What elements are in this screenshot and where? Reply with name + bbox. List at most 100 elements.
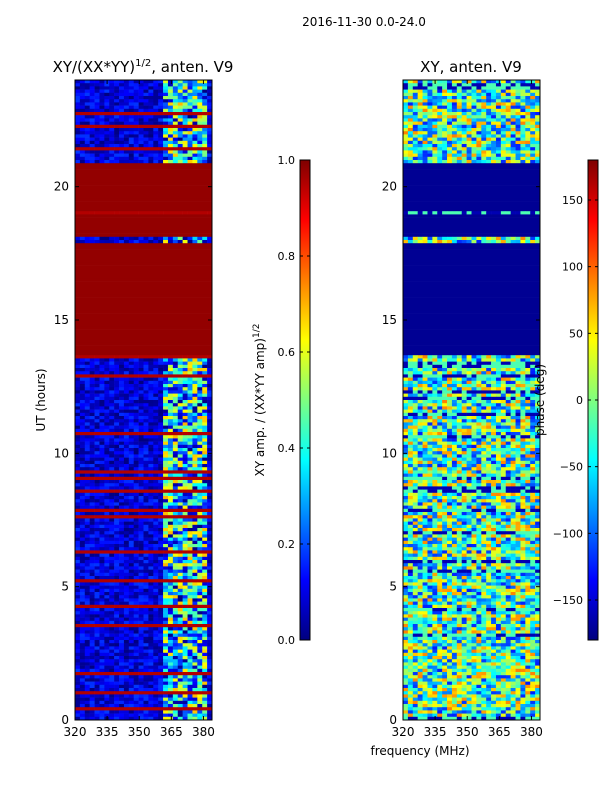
heatmap-cell bbox=[192, 614, 198, 618]
heatmap-cell bbox=[128, 633, 135, 638]
heatmap-cell bbox=[187, 454, 193, 458]
heatmap-cell bbox=[476, 128, 482, 132]
heatmap-cell bbox=[84, 569, 90, 574]
heatmap-cell bbox=[75, 147, 81, 151]
heatmap-cell bbox=[447, 102, 453, 106]
heatmap-cell bbox=[202, 512, 208, 516]
heatmap-cell bbox=[148, 563, 154, 567]
heatmap-cell bbox=[84, 387, 90, 391]
heatmap-cell bbox=[520, 134, 526, 138]
heatmap-cell bbox=[461, 83, 467, 87]
heatmap-cell bbox=[163, 668, 169, 673]
heatmap-cell bbox=[148, 662, 154, 666]
heatmap-cell bbox=[486, 134, 492, 138]
heatmap-cell bbox=[447, 211, 453, 215]
heatmap-cell bbox=[172, 432, 179, 436]
heatmap-cell bbox=[148, 390, 154, 394]
heatmap-cell bbox=[476, 236, 482, 241]
heatmap-cell bbox=[412, 80, 418, 84]
heatmap-cell bbox=[79, 454, 86, 458]
heatmap-cell bbox=[138, 624, 144, 628]
heatmap-cell bbox=[451, 150, 458, 154]
heatmap-cell bbox=[187, 355, 193, 359]
heatmap-cell bbox=[192, 393, 198, 398]
heatmap-cell bbox=[466, 355, 472, 359]
heatmap-cell bbox=[123, 640, 130, 644]
heatmap-cell bbox=[75, 694, 81, 698]
heatmap-cell bbox=[182, 691, 188, 695]
heatmap-cell bbox=[182, 716, 188, 720]
heatmap-cell bbox=[143, 387, 149, 391]
heatmap-cell bbox=[99, 400, 105, 404]
heatmap-cell bbox=[143, 713, 149, 718]
heatmap-cell bbox=[182, 489, 188, 494]
heatmap-cell bbox=[197, 156, 203, 161]
heatmap-cell bbox=[123, 105, 130, 110]
heatmap-cell bbox=[187, 627, 193, 631]
heatmap-cell bbox=[535, 134, 540, 138]
heatmap-cell bbox=[133, 400, 139, 404]
heatmap-cell bbox=[187, 374, 193, 378]
heatmap-cell bbox=[104, 601, 110, 606]
heatmap-cell bbox=[109, 160, 115, 164]
heatmap-cell bbox=[94, 364, 100, 369]
heatmap-cell bbox=[202, 473, 208, 478]
heatmap-cell bbox=[128, 150, 135, 154]
heatmap-cell bbox=[486, 358, 492, 362]
heatmap-cell bbox=[202, 140, 208, 145]
heatmap-cell bbox=[197, 649, 203, 654]
heatmap-cell bbox=[197, 409, 203, 414]
heatmap-cell bbox=[163, 585, 169, 590]
heatmap-cell bbox=[75, 630, 81, 634]
heatmap-cell bbox=[403, 348, 540, 353]
heatmap-cell bbox=[99, 396, 105, 401]
heatmap-cell bbox=[481, 134, 487, 138]
heatmap-cell bbox=[163, 649, 169, 654]
heatmap-cell bbox=[123, 678, 130, 682]
heatmap-cell bbox=[75, 291, 212, 295]
heatmap-cell bbox=[422, 236, 428, 241]
heatmap-cell bbox=[84, 620, 90, 625]
heatmap-cell bbox=[153, 425, 159, 430]
heatmap-cell bbox=[197, 547, 203, 551]
heatmap-cell bbox=[153, 470, 159, 474]
heatmap-cell bbox=[530, 153, 536, 158]
heatmap-cell bbox=[128, 707, 135, 711]
heatmap-cell bbox=[84, 486, 90, 490]
heatmap-cell bbox=[128, 544, 135, 548]
heatmap-cell bbox=[128, 105, 135, 110]
heatmap-cell bbox=[89, 144, 95, 148]
heatmap-cell bbox=[207, 627, 212, 631]
heatmap-cell bbox=[167, 646, 174, 650]
heatmap-cell bbox=[172, 652, 179, 657]
heatmap-cell bbox=[84, 537, 90, 542]
heatmap-cell bbox=[167, 358, 174, 362]
heatmap-cell bbox=[84, 131, 90, 135]
heatmap-cell bbox=[456, 99, 463, 103]
heatmap-cell bbox=[109, 643, 115, 647]
heatmap-cell bbox=[104, 512, 110, 516]
heatmap-cell bbox=[99, 358, 105, 362]
heatmap-cell bbox=[187, 438, 193, 442]
heatmap-cell bbox=[143, 480, 149, 484]
heatmap-cell bbox=[197, 473, 203, 478]
heatmap-cell bbox=[207, 585, 212, 590]
heatmap-cell bbox=[207, 617, 212, 622]
heatmap-cell bbox=[447, 144, 453, 148]
heatmap-cell bbox=[471, 144, 477, 148]
heatmap-cell bbox=[138, 396, 144, 401]
heatmap-cell bbox=[163, 403, 169, 407]
heatmap-cell bbox=[535, 236, 540, 241]
heatmap-cell bbox=[187, 652, 193, 657]
heatmap-cell bbox=[128, 368, 135, 372]
heatmap-cell bbox=[163, 131, 169, 135]
heatmap-cell bbox=[99, 704, 105, 708]
heatmap-cell bbox=[153, 652, 159, 657]
heatmap-cell bbox=[104, 505, 110, 510]
heatmap-cell bbox=[94, 361, 100, 366]
heatmap-cell bbox=[89, 460, 95, 465]
heatmap-cell bbox=[505, 80, 511, 84]
heatmap-cell bbox=[192, 534, 198, 538]
heatmap-cell bbox=[79, 579, 86, 583]
heatmap-cell bbox=[187, 592, 193, 596]
